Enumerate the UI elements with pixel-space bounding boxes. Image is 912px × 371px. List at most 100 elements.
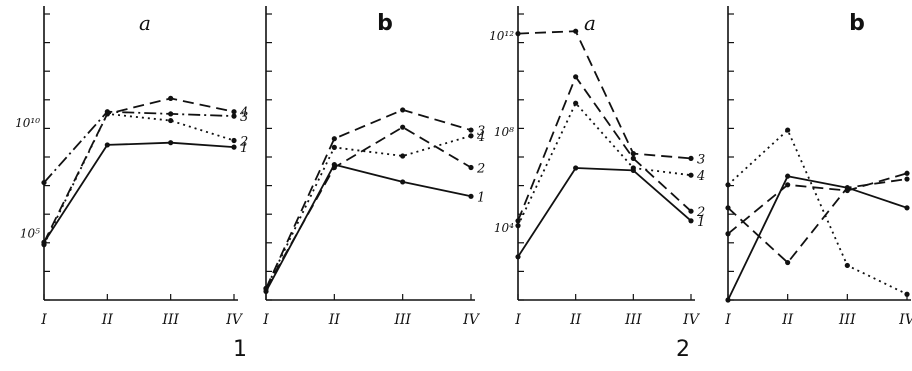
series-label-2: 2 xyxy=(476,162,485,177)
series-1-point xyxy=(168,140,174,146)
series-4-point xyxy=(41,239,47,245)
series-3-point xyxy=(573,28,579,34)
series-3-point xyxy=(41,179,47,186)
series-1-point xyxy=(400,179,406,185)
series-3-point xyxy=(400,107,406,113)
series-3-point xyxy=(630,151,636,157)
series-4-point xyxy=(400,153,406,159)
series-3-line xyxy=(727,172,908,235)
series-3-point xyxy=(515,30,521,37)
series-4-point xyxy=(573,100,579,106)
x-tick-label: IV xyxy=(462,312,481,328)
series-3-point xyxy=(168,111,174,117)
series-3-point xyxy=(785,182,791,188)
y-tick-label: 10¹² xyxy=(489,29,514,43)
series-4-point xyxy=(468,133,474,139)
series-1-point xyxy=(573,165,579,171)
series-3-point xyxy=(468,127,474,133)
x-tick-label: III xyxy=(624,312,642,328)
series-2-point xyxy=(785,259,791,266)
series-label-3: 3 xyxy=(240,110,248,125)
series-2-point xyxy=(688,208,694,214)
series-3-point xyxy=(904,170,910,176)
series-3-line xyxy=(43,110,235,184)
series-4-point xyxy=(104,111,110,117)
series-4-point xyxy=(844,262,850,269)
series-4-point xyxy=(688,172,694,178)
series-1-point xyxy=(688,218,694,224)
series-4-line xyxy=(43,97,235,243)
series-2-point xyxy=(904,176,910,182)
series-2-point xyxy=(168,117,174,124)
x-tick-label: III xyxy=(161,312,179,328)
y-tick-label: 10⁴ xyxy=(494,221,514,235)
series-1-point xyxy=(231,144,237,150)
series-4-point xyxy=(263,285,269,292)
series-label-1: 1 xyxy=(240,141,248,156)
x-tick-label: II xyxy=(328,312,341,328)
x-tick-label: II xyxy=(569,312,582,328)
series-1-line xyxy=(43,141,235,243)
series-4-point xyxy=(331,144,337,150)
series-label-2: 2 xyxy=(239,134,248,149)
y-tick-label: 10¹⁰ xyxy=(15,116,40,130)
series-3-point xyxy=(688,155,694,161)
series-1-point xyxy=(785,173,791,179)
series-2-point xyxy=(400,124,406,130)
x-tick-label: III xyxy=(838,312,856,328)
series-1-point xyxy=(515,254,521,260)
series-1-line xyxy=(265,163,472,292)
series-2-line xyxy=(265,126,472,289)
series-label-4: 4 xyxy=(476,130,485,145)
x-tick-label: I xyxy=(262,312,269,328)
series-3-point xyxy=(331,136,337,142)
series-2-line xyxy=(517,75,692,222)
series-label-1: 1 xyxy=(477,190,485,205)
series-label-3: 3 xyxy=(697,152,705,167)
x-tick-label: II xyxy=(781,312,794,328)
x-tick-label: II xyxy=(101,312,114,328)
series-1-line xyxy=(727,175,908,301)
series-2-point xyxy=(468,164,474,171)
series-label-1: 1 xyxy=(697,215,705,230)
series-3-point xyxy=(725,231,731,237)
series-2-point xyxy=(725,205,731,211)
series-label-4: 4 xyxy=(696,169,705,184)
series-4-point xyxy=(904,291,910,297)
y-tick-label: 10⁵ xyxy=(20,227,40,241)
series-2-line xyxy=(43,113,235,245)
series-1-point xyxy=(725,297,731,303)
series-4-point xyxy=(231,109,237,115)
series-4-point xyxy=(630,165,636,171)
x-tick-label: IV xyxy=(225,312,244,328)
series-4-line xyxy=(265,134,472,289)
y-tick-label: 10⁸ xyxy=(494,125,514,139)
series-2-point xyxy=(331,164,337,171)
series-3-line xyxy=(517,30,692,160)
series-1-point xyxy=(468,193,474,199)
panel-title: a xyxy=(139,11,151,35)
series-label-3: 3 xyxy=(477,124,485,139)
x-tick-label: III xyxy=(393,312,411,328)
series-2-line xyxy=(727,178,908,264)
series-3-point xyxy=(844,187,850,194)
series-2-point xyxy=(630,155,636,161)
figure-label-1: 1 xyxy=(233,337,247,362)
series-4-point xyxy=(168,95,174,101)
x-tick-label: I xyxy=(724,312,731,328)
series-2-point xyxy=(515,218,521,224)
series-3-line xyxy=(265,109,472,289)
series-4-line xyxy=(517,102,692,226)
series-label-2: 2 xyxy=(696,205,705,220)
x-tick-label: IV xyxy=(898,312,912,328)
series-3-point xyxy=(231,113,237,119)
series-4-point xyxy=(725,182,731,188)
x-tick-label: I xyxy=(40,312,47,328)
series-1-line xyxy=(517,167,692,258)
series-1-point xyxy=(904,205,910,211)
